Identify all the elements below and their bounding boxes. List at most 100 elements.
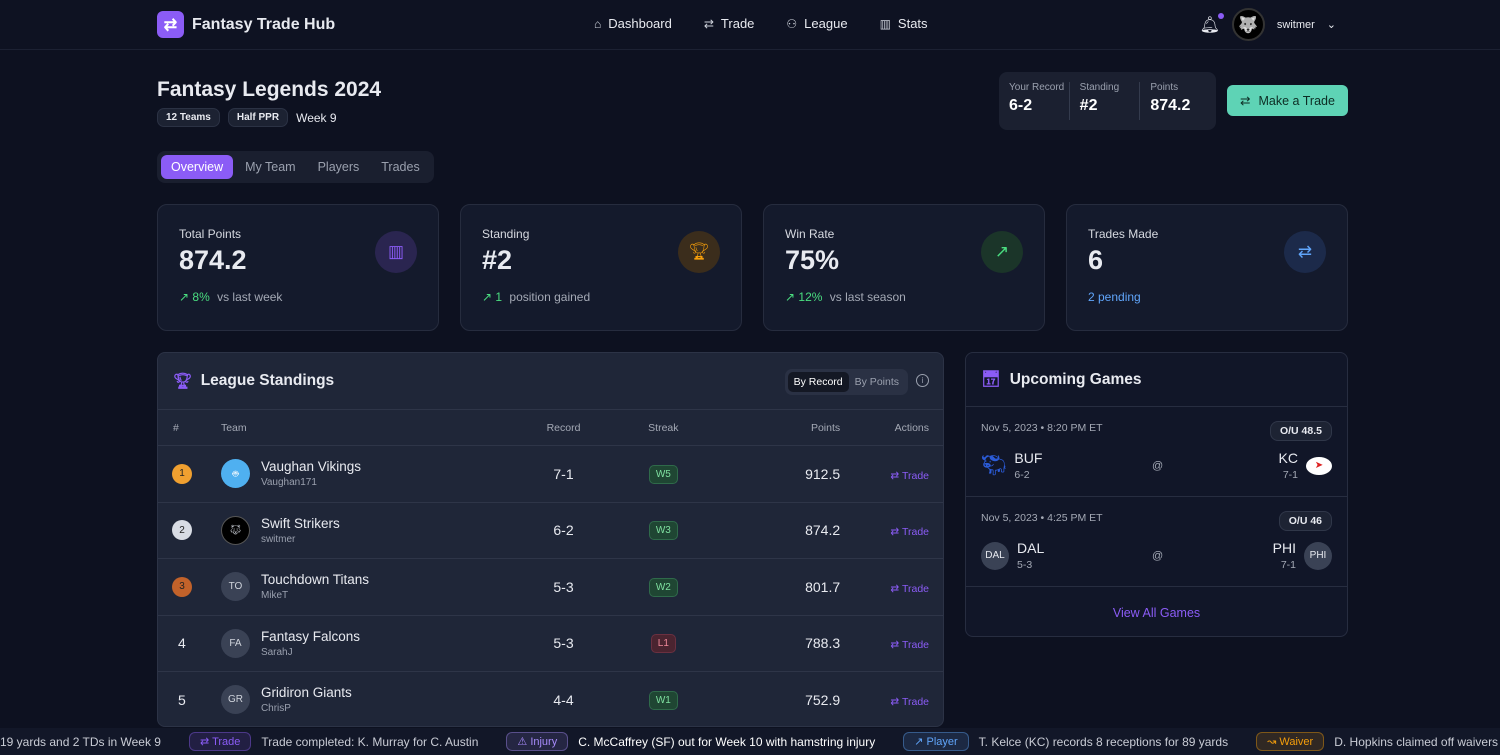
- table-row[interactable]: 4 FA Fantasy Falcons SarahJ 5-3 L1 788.3 ⇄ Trad…: [158, 616, 943, 672]
- tab-trades[interactable]: Trades: [381, 160, 420, 174]
- users-icon: ⚇: [786, 16, 798, 31]
- tab-overview[interactable]: Overview: [161, 155, 234, 179]
- at-symbol: @: [1152, 550, 1164, 562]
- warning-icon: ⚠: [517, 736, 528, 748]
- ticker-badge: ↝ Waiver: [1256, 732, 1325, 751]
- news-ticker: 19 yards and 2 TDs in Week 9 ⇄ Trade Trade…: [0, 728, 1500, 755]
- league-tags: 12 Teams Half PPR Week 9: [157, 108, 337, 127]
- upcoming-games-card: 📅︎ Upcoming Games Nov 5, 2023 • 8:20 PM E…: [965, 352, 1348, 637]
- team-name: Fantasy Falcons: [260, 628, 360, 644]
- bell-icon[interactable]: 🔔︎: [1200, 12, 1224, 35]
- nav-stats[interactable]: ▥ Stats: [879, 16, 928, 31]
- ticker-item[interactable]: ⇄ Trade Trade completed: K. Murray for C.…: [188, 732, 478, 751]
- team-owner: SarahJ: [260, 646, 293, 658]
- team-avatar: FA: [220, 628, 250, 658]
- points: 752.9: [805, 691, 841, 708]
- streak-badge: W3: [648, 521, 678, 541]
- record-summary: Your Record 6-2 Standing #2 Points 874.2: [999, 72, 1216, 130]
- game-item[interactable]: Nov 5, 2023 • 8:20 PM ET O/U 48.5 🐃︎ BUF 6-2…: [966, 407, 1347, 497]
- trend-up-icon: ↗ 1: [482, 290, 503, 304]
- rank: 4: [178, 635, 186, 652]
- ticker-item[interactable]: ↝ Waiver D. Hopkins claimed off waivers: [1256, 732, 1498, 751]
- info-icon[interactable]: i: [916, 374, 929, 387]
- swap-icon: ⇄: [890, 695, 900, 708]
- table-row[interactable]: 3 TO Touchdown Titans MikeT 5-3 W2 801.7 ⇄ Trad…: [158, 559, 943, 616]
- view-all-games-link[interactable]: View All Games: [1112, 606, 1201, 620]
- nav-trade[interactable]: ⇄ Trade: [703, 16, 755, 31]
- stat-card-win-rate: Win Rate 75% ↗ 12% vs last season ↗: [763, 204, 1045, 331]
- table-row[interactable]: 2 🐺︎ Swift Strikers switmer 6-2 W3 874.2 ⇄ Trad…: [158, 503, 943, 559]
- trade-button[interactable]: ⇄ Trade: [890, 582, 929, 595]
- points: 912.5: [805, 465, 841, 482]
- team-name: Vaughan Vikings: [260, 459, 362, 475]
- trade-button[interactable]: ⇄ Trade: [890, 469, 929, 482]
- away-record: 5-3: [1017, 559, 1033, 571]
- main-nav: ⌂ Dashboard ⇄ Trade ⚇ League ▥ Stats: [594, 16, 928, 31]
- trade-button[interactable]: ⇄ Trade: [890, 639, 929, 652]
- swap-icon: ⇄: [1284, 231, 1326, 273]
- streak-badge: W2: [648, 577, 678, 597]
- notification-dot: [1217, 12, 1224, 19]
- ticker-badge: ↗ Player: [903, 732, 969, 751]
- swap-icon: ⇄: [890, 582, 900, 595]
- tab-my-team[interactable]: My Team: [245, 160, 296, 174]
- by-record-button[interactable]: By Record: [787, 372, 849, 392]
- streak-badge: L1: [650, 634, 676, 654]
- team-owner: Vaughan171: [260, 477, 317, 489]
- standing-block: Standing #2: [1068, 82, 1136, 120]
- league-standings-card: 🏆︎ League Standings By Record By Points i …: [157, 352, 944, 727]
- record: 6-2: [553, 522, 574, 539]
- at-symbol: @: [1152, 460, 1164, 472]
- swap-icon: ⇄: [890, 469, 900, 482]
- table-row[interactable]: 1 🤖︎ Vaughan Vikings Vaughan171 7-1 W5 912.5 ⇄ …: [158, 446, 943, 503]
- swap-icon: ⇄: [890, 639, 900, 652]
- make-trade-button[interactable]: ⇄ Make a Trade: [1227, 85, 1348, 116]
- over-under-badge: O/U 46: [1278, 511, 1332, 531]
- app-logo[interactable]: ⇄ Fantasy Trade Hub: [157, 11, 335, 38]
- home-team: KC: [1278, 450, 1298, 466]
- bills-logo: 🐃︎: [981, 455, 1007, 477]
- avatar[interactable]: 🐺: [1231, 8, 1265, 41]
- points: 788.3: [805, 635, 841, 652]
- upcoming-games-header: 📅︎ Upcoming Games: [966, 353, 1347, 407]
- team-owner: ChrisP: [260, 703, 291, 715]
- points-block: Points 874.2: [1139, 82, 1206, 120]
- swap-icon: ⇄: [890, 526, 900, 539]
- nav-dashboard[interactable]: ⌂ Dashboard: [594, 16, 672, 31]
- standings-header: 🏆︎ League Standings By Record By Points i: [158, 353, 943, 410]
- home-record: 7-1: [1280, 559, 1296, 571]
- ticker-item[interactable]: ↗ Player T. Kelce (KC) records 8 receptio…: [903, 732, 1228, 751]
- ticker-item[interactable]: ⚠ Injury C. McCaffrey (SF) out for Week 1…: [506, 732, 875, 751]
- rank-badge: 1: [172, 463, 192, 484]
- swap-arrows-icon: ⇄: [157, 11, 184, 38]
- rank-badge: 3: [172, 576, 192, 597]
- trending-up-icon: ↗: [981, 231, 1023, 273]
- user-menu[interactable]: 🔔︎ 🐺 switmer ⌄: [1200, 8, 1336, 41]
- table-row[interactable]: 5 GR Gridiron Giants ChrisP 4-4 W1 752.9 ⇄ Trad…: [158, 672, 943, 726]
- rank: 5: [178, 691, 186, 708]
- nav-league[interactable]: ⚇ League: [786, 16, 848, 31]
- tab-players[interactable]: Players: [317, 160, 360, 174]
- waiver-icon: ↝: [1267, 736, 1277, 748]
- by-points-button[interactable]: By Points: [854, 376, 899, 388]
- trophy-icon: 🏆︎: [173, 372, 193, 390]
- team-name: Touchdown Titans: [260, 572, 370, 588]
- stat-cards: Total Points 874.2 ↗ 8% vs last week ▥ Stan…: [157, 204, 1348, 331]
- team-owner: switmer: [260, 533, 296, 545]
- home-record: 7-1: [1282, 469, 1298, 481]
- away-team: DAL: [1017, 540, 1045, 556]
- game-item[interactable]: Nov 5, 2023 • 4:25 PM ET O/U 46 DAL DAL 5-3 @…: [966, 497, 1347, 587]
- swap-icon: ⇄: [1240, 94, 1251, 108]
- record-block: Your Record 6-2: [1009, 82, 1065, 114]
- trade-button[interactable]: ⇄ Trade: [890, 695, 929, 708]
- team-avatar: TO: [220, 572, 250, 602]
- trend-up-icon: ↗ 12%: [785, 290, 823, 304]
- record: 5-3: [553, 578, 574, 595]
- bar-chart-icon: ▥: [375, 231, 417, 273]
- streak-badge: W1: [648, 690, 678, 710]
- pending-trades-link[interactable]: 2 pending: [1088, 290, 1141, 304]
- swap-icon: ⇄: [199, 736, 210, 748]
- trade-button[interactable]: ⇄ Trade: [890, 526, 929, 539]
- ticker-item[interactable]: 19 yards and 2 TDs in Week 9: [0, 734, 161, 749]
- sort-toggle: By Record By Points: [784, 369, 908, 395]
